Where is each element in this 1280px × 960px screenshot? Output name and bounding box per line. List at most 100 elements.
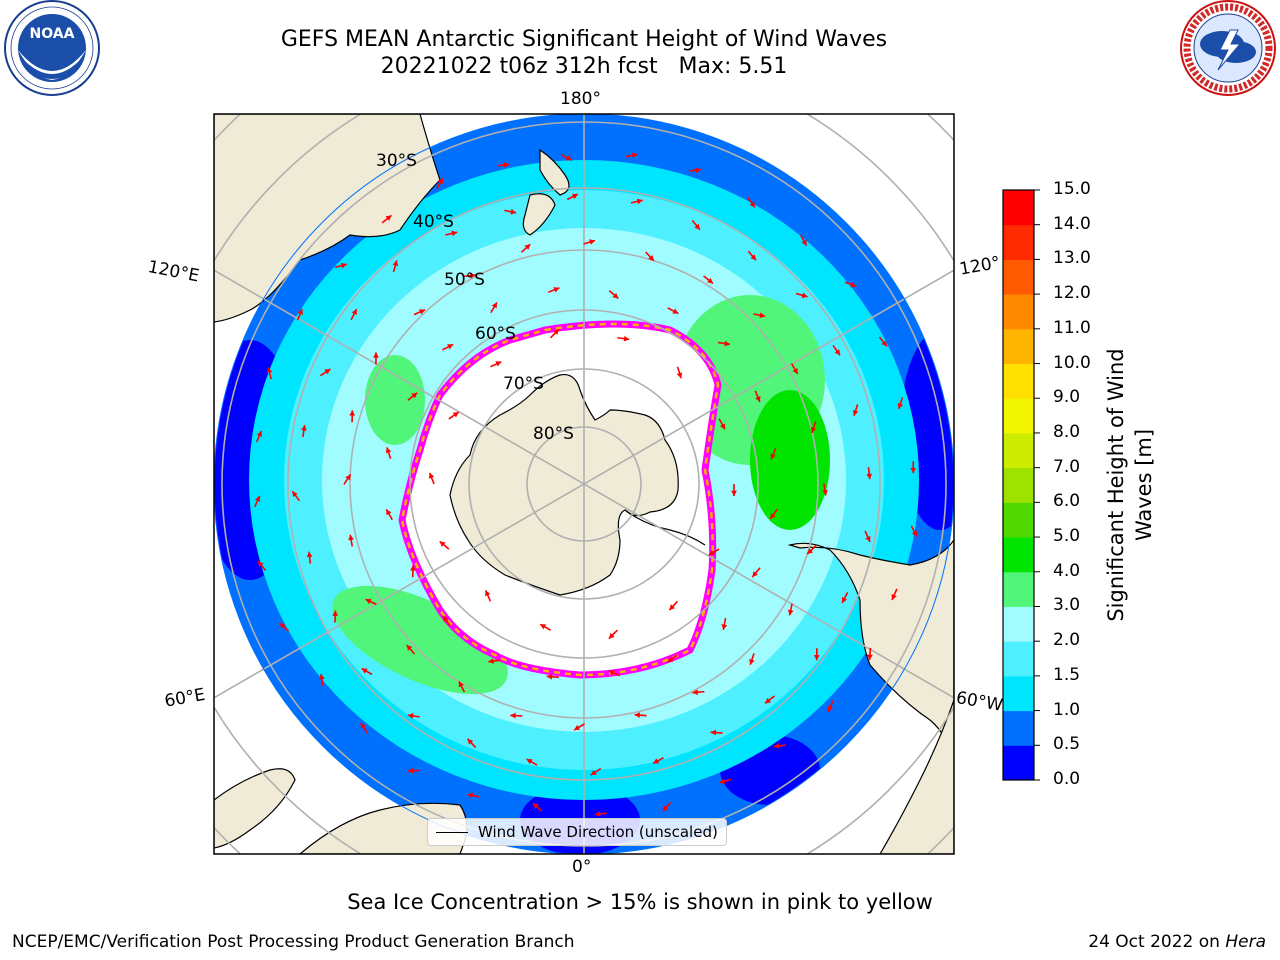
wind-wave-arrowhead [467, 738, 474, 745]
wind-wave-arrowhead [349, 410, 356, 416]
colorbar-tick-label: 10.0 [1053, 352, 1091, 373]
wind-wave-arrowhead [608, 632, 615, 639]
wind-wave-arrowhead [850, 282, 857, 288]
wind-wave-arrowhead [565, 155, 572, 161]
wind-wave-arrowhead [770, 453, 776, 460]
wind-wave-arrowhead [533, 803, 539, 810]
wind-wave-arrowhead [411, 392, 418, 399]
lon-label-0: 0° [572, 857, 592, 877]
wind-wave-arrowhead [807, 548, 814, 555]
wind-wave-arrowhead [385, 215, 392, 221]
colorbar-tick-label: 4.0 [1053, 560, 1081, 581]
map-legend: Wind Wave Direction (unscaled) [427, 818, 727, 846]
wind-wave-arrowhead [365, 598, 372, 605]
wind-wave-arrowhead [636, 198, 643, 205]
colorbar-label-line1: Significant Height of Wind [1104, 348, 1128, 622]
wind-wave-arrowhead [750, 254, 757, 261]
footer-date: 24 Oct 2022 on Hera [1088, 932, 1266, 952]
wind-wave-arrowhead [301, 425, 307, 431]
colorbar-cell [1003, 641, 1034, 677]
wind-wave-arrowhead [589, 239, 596, 245]
wind-wave-arrowhead [458, 681, 464, 688]
colorbar-cell [1003, 537, 1034, 573]
wind-wave-arrowhead [485, 590, 491, 597]
wind-wave-arrowhead [759, 312, 766, 319]
wind-wave-arrowhead [442, 615, 449, 622]
wind-wave-arrowhead [526, 759, 533, 765]
wind-wave-arrowhead [866, 473, 873, 480]
wind-wave-arrowhead [361, 668, 368, 674]
wind-wave-arrowhead [451, 230, 458, 237]
wind-wave-arrowhead [324, 369, 331, 375]
colorbar-cell [1003, 502, 1034, 538]
wind-wave-arrowhead [827, 705, 834, 712]
colorbar-tick-label: 9.0 [1053, 387, 1081, 408]
sea-ice-note: Sea Ice Concentration > 15% is shown in … [347, 890, 933, 914]
lon-label-180: 180° [560, 89, 601, 109]
wind-wave-arrowhead [749, 201, 755, 208]
lat-label-80s: 80°S [533, 424, 574, 444]
wind-wave-arrowhead [707, 277, 713, 284]
colorbar-label-line2: Waves [m] [1132, 428, 1156, 542]
footer-date-text: 24 Oct 2022 on [1088, 932, 1226, 952]
graticule [214, 114, 954, 854]
footer-credit: NCEP/EMC/Verification Post Processing Pr… [12, 932, 575, 952]
colorbar-cell [1003, 710, 1034, 746]
wind-wave-arrowhead [752, 571, 758, 577]
wind-wave-arrowhead [669, 604, 676, 611]
wind-wave-arrowhead [491, 302, 497, 309]
wind-wave-arrowhead [392, 260, 399, 267]
wind-wave-arrowhead [345, 474, 351, 481]
wind-wave-arrowhead [708, 549, 715, 556]
colorbar-cell [1003, 745, 1034, 781]
colorbar-cell [1003, 432, 1034, 469]
colorbar-cell [1003, 259, 1034, 295]
colorbar-cell [1003, 328, 1034, 365]
wind-wave-arrowhead [292, 491, 298, 498]
wind-wave-arrowhead [319, 673, 325, 680]
wind-wave-arrowhead [540, 624, 547, 630]
wind-wave-arrowhead [467, 792, 474, 799]
lat-label-30s: 30°S [376, 151, 417, 171]
wind-wave-arrowhead [546, 673, 553, 680]
wind-wave-arrowhead [510, 208, 517, 215]
lat-label-70s: 70°S [503, 374, 544, 394]
wind-wave-arrowhead [721, 624, 728, 630]
wind-wave-arrowhead [571, 193, 578, 200]
colorbar-tick-label: 14.0 [1053, 213, 1091, 234]
colorbar-cell [1003, 224, 1034, 260]
wind-wave-arrowhead [452, 412, 459, 418]
colorbar-tick-label: 13.0 [1053, 248, 1091, 269]
colorbar-tick-label: 2.0 [1053, 630, 1081, 651]
wind-wave-arrowhead [672, 308, 679, 314]
wind-wave-arrowhead [810, 426, 817, 433]
wind-wave-arrowhead [710, 729, 717, 736]
wind-wave-arrowhead [891, 593, 897, 600]
wind-wave-arrowhead [731, 490, 737, 496]
wind-wave-arrowhead [408, 767, 414, 774]
wind-wave-arrowhead [510, 712, 516, 719]
wind-wave-arrowhead [801, 239, 807, 246]
lat-label-50s: 50°S [444, 270, 485, 290]
wind-wave-arrowhead [813, 654, 820, 661]
wind-wave-arrowhead [692, 689, 698, 696]
wind-wave-arrowhead [373, 352, 379, 358]
wind-wave-arrowhead [574, 724, 581, 731]
wind-wave-arrowhead [279, 623, 286, 629]
wind-wave-arrowhead [348, 534, 354, 541]
wind-wave-arrowhead [418, 309, 425, 315]
colorbar-cell [1003, 571, 1034, 607]
colorbar-tick-label: 1.0 [1053, 699, 1081, 720]
colorbar-cell [1003, 190, 1034, 226]
wind-wave-arrowhead [612, 292, 619, 299]
colorbar-tick-label: 6.0 [1053, 491, 1081, 512]
wind-wave-arrowhead [865, 535, 871, 542]
wind-wave-arrowhead [410, 565, 416, 571]
wind-wave-arrowhead [770, 512, 776, 519]
colorbar-tick-label: 0.5 [1053, 734, 1081, 755]
wind-wave-arrowhead [407, 713, 414, 719]
wind-wave-arrowhead [340, 262, 347, 269]
wind-wave-arrowhead [676, 372, 683, 379]
wind-wave-arrowhead [694, 223, 700, 230]
wind-wave-arrowhead [524, 244, 531, 250]
